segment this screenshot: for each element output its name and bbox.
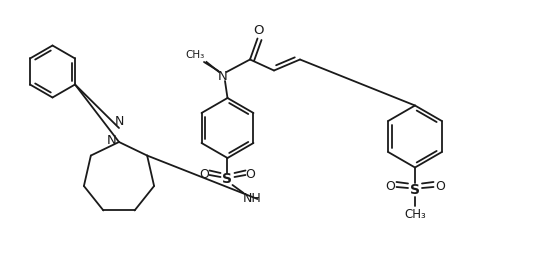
Text: CH₃: CH₃ xyxy=(186,50,205,60)
Text: O: O xyxy=(385,181,395,194)
Text: N: N xyxy=(114,115,124,128)
Text: O: O xyxy=(246,168,256,182)
Text: S: S xyxy=(410,183,420,197)
Text: CH₃: CH₃ xyxy=(404,208,426,220)
Text: O: O xyxy=(253,25,264,37)
Text: S: S xyxy=(222,172,233,186)
Text: O: O xyxy=(199,168,209,182)
Text: O: O xyxy=(435,181,445,194)
Text: N: N xyxy=(107,134,117,148)
Text: N: N xyxy=(217,70,227,83)
Text: NH: NH xyxy=(243,191,262,205)
